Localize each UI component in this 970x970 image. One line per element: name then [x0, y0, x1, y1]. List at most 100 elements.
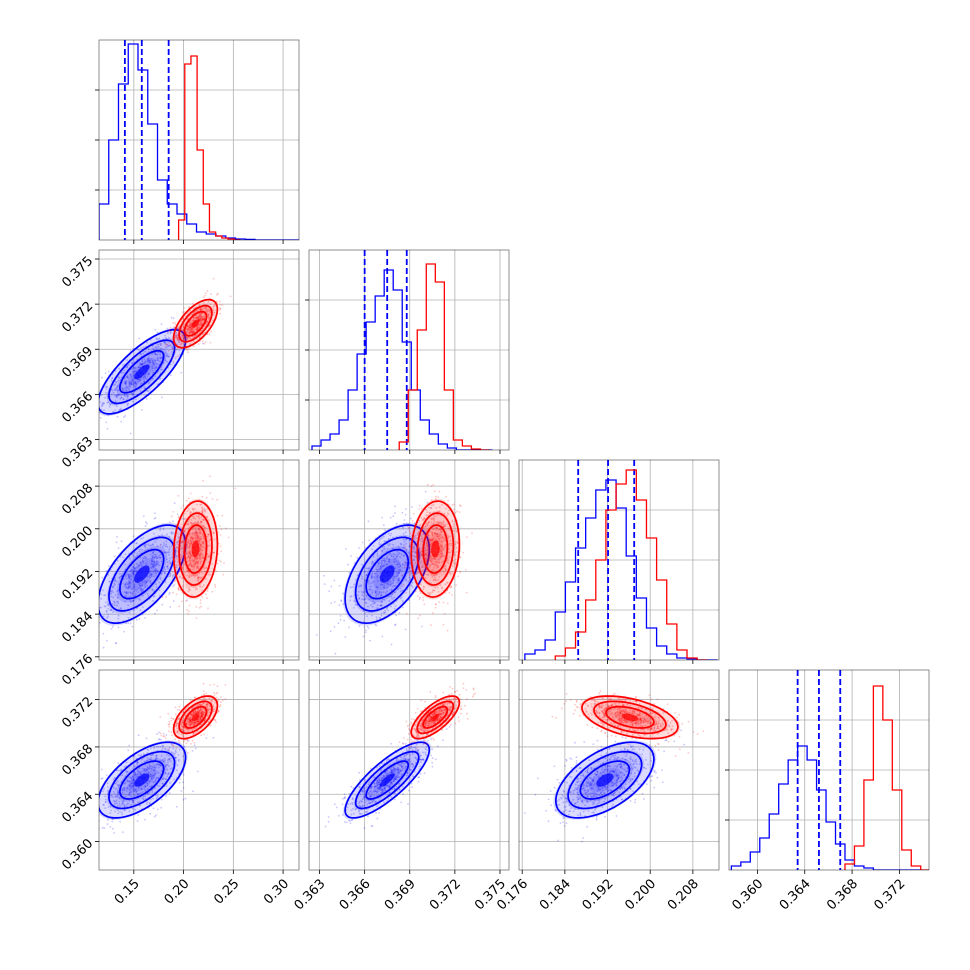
- scatter-point: [192, 531, 195, 534]
- scatter-point: [125, 572, 128, 574]
- scatter-point: [131, 393, 134, 396]
- scatter-point: [380, 601, 382, 603]
- scatter-point: [187, 610, 190, 613]
- scatter-point: [384, 582, 386, 585]
- scatter-point: [164, 334, 167, 337]
- scatter-point: [150, 563, 153, 566]
- scatter-point: [154, 360, 156, 362]
- scatter-point: [451, 594, 453, 596]
- scatter-point: [398, 579, 400, 581]
- scatter-point: [208, 309, 211, 311]
- scatter-point: [147, 543, 150, 546]
- scatter-point: [155, 571, 157, 574]
- scatter-point: [159, 353, 162, 356]
- scatter-point: [167, 551, 169, 554]
- scatter-point: [186, 327, 189, 330]
- scatter-point: [202, 545, 205, 548]
- scatter-point: [458, 570, 461, 573]
- scatter-point: [189, 492, 192, 495]
- scatter-point: [100, 768, 103, 771]
- scatter-point: [405, 538, 408, 541]
- scatter-point: [190, 522, 193, 525]
- scatter-point: [171, 342, 173, 345]
- scatter-point: [390, 605, 393, 608]
- scatter-point: [342, 592, 344, 595]
- scatter-point: [216, 300, 218, 303]
- scatter-point: [139, 582, 142, 585]
- scatter-point: [150, 339, 152, 341]
- tick-marks: [95, 89, 284, 244]
- scatter-point: [196, 332, 199, 335]
- scatter-point: [192, 574, 195, 576]
- panel-content: [316, 483, 473, 655]
- scatter-point: [367, 627, 370, 629]
- scatter-point: [183, 530, 186, 533]
- scatter-point: [194, 517, 197, 520]
- scatter-point: [147, 348, 150, 351]
- scatter-point: [125, 388, 128, 391]
- scatter-point: [405, 548, 407, 551]
- contour-line-level-0: [99, 328, 187, 415]
- scatter-point: [152, 552, 155, 555]
- scatter-point: [221, 304, 224, 306]
- scatter-point: [465, 591, 468, 594]
- scatter-point: [366, 573, 368, 576]
- scatter-point: [131, 594, 134, 596]
- scatter-point: [189, 329, 192, 331]
- scatter-point: [198, 318, 201, 321]
- scatter-point: [139, 390, 142, 392]
- scatter-point: [434, 603, 437, 606]
- scatter-point: [160, 560, 163, 563]
- scatter-point: [188, 576, 191, 578]
- scatter-point: [451, 504, 454, 506]
- scatter-point: [178, 341, 180, 343]
- scatter-point: [208, 533, 210, 536]
- scatter-point: [398, 579, 400, 582]
- scatter-point: [103, 402, 105, 404]
- scatter-point: [202, 690, 205, 693]
- scatter-point: [145, 521, 147, 523]
- scatter-point: [200, 560, 203, 563]
- tick-marks: [319, 660, 501, 664]
- scatter-point: [216, 293, 218, 296]
- scatter-point: [202, 333, 205, 336]
- scatter-point: [383, 611, 386, 614]
- scatter-point: [169, 326, 172, 329]
- scatter-point: [160, 323, 163, 325]
- scatter-point: [126, 359, 128, 361]
- scatter-point: [390, 532, 393, 535]
- scatter-point: [193, 329, 196, 332]
- scatter-point: [181, 540, 184, 543]
- scatter-point: [95, 430, 97, 432]
- scatter-point: [163, 571, 166, 573]
- scatter-point: [126, 587, 128, 590]
- scatter-point: [195, 562, 197, 565]
- scatter-point: [209, 573, 212, 576]
- scatter-point: [184, 529, 187, 532]
- scatter-point: [148, 574, 151, 577]
- scatter-point: [167, 355, 170, 358]
- scatter-point: [201, 572, 204, 574]
- scatter-point: [191, 332, 194, 334]
- scatter-point: [128, 582, 131, 585]
- scatter-point: [130, 381, 133, 383]
- scatter-point: [146, 361, 149, 363]
- scatter-point: [180, 541, 183, 544]
- scatter-point: [196, 557, 199, 560]
- grid-lines: [99, 40, 299, 240]
- scatter-point: [196, 317, 199, 320]
- scatter-point: [193, 335, 196, 338]
- scatter-point: [116, 597, 119, 599]
- scatter-point: [161, 534, 163, 536]
- scatter-point: [191, 528, 194, 530]
- scatter-point: [143, 544, 146, 546]
- scatter-point: [191, 568, 194, 571]
- scatter-point: [127, 576, 130, 579]
- scatter-point: [183, 518, 186, 520]
- scatter-point: [110, 379, 113, 382]
- scatter-point: [446, 629, 449, 632]
- scatter-point: [203, 317, 206, 320]
- scatter-point: [195, 561, 197, 563]
- scatter-point: [192, 330, 195, 333]
- scatter-point: [121, 831, 124, 833]
